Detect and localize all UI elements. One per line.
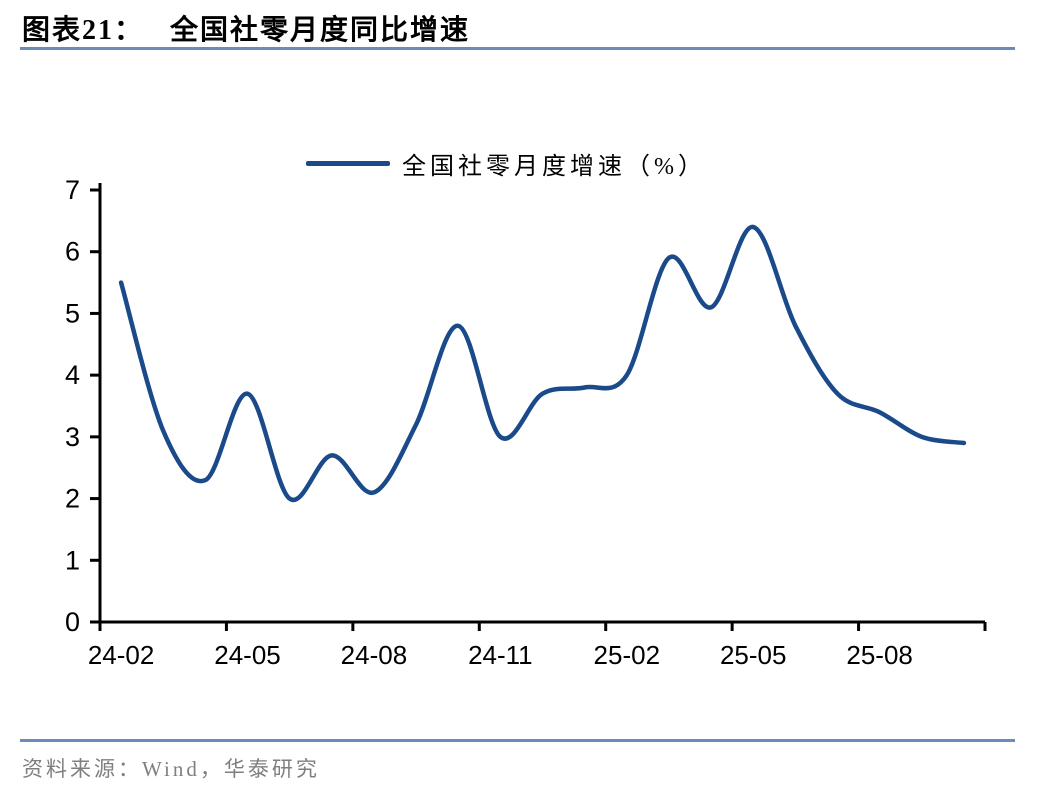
y-tick-label: 1 <box>65 545 80 575</box>
exhibit-title: 图表21： 全国社零月度同比增速 <box>22 8 470 48</box>
x-tick-label: 25-05 <box>720 640 787 670</box>
chart-title: 全国社零月度同比增速 <box>170 15 471 46</box>
series-line <box>118 224 967 503</box>
y-tick-label: 7 <box>65 175 80 205</box>
y-tick-label: 0 <box>65 607 80 637</box>
y-tick-label: 4 <box>65 360 80 390</box>
x-tick-label: 25-08 <box>846 640 913 670</box>
x-tick-label: 24-08 <box>341 640 408 670</box>
title-rule <box>20 47 1015 50</box>
y-tick-label: 6 <box>65 237 80 267</box>
exhibit-number-label: 图表21： <box>22 15 145 46</box>
y-tick-label: 2 <box>65 484 80 514</box>
x-tick-label: 24-02 <box>88 640 155 670</box>
x-tick-label: 25-02 <box>594 640 661 670</box>
source-text: 资料来源：Wind，华泰研究 <box>22 757 320 781</box>
legend-line-swatch <box>306 161 390 166</box>
source-rule <box>20 739 1015 742</box>
x-tick-label: 24-11 <box>468 640 533 670</box>
y-tick-label: 5 <box>65 298 80 328</box>
x-tick-label: 24-05 <box>214 640 281 670</box>
y-tick-label: 3 <box>65 422 80 452</box>
chart-legend: 全国社零月度增速（%） <box>306 146 706 181</box>
legend-label: 全国社零月度增速（%） <box>402 154 706 180</box>
